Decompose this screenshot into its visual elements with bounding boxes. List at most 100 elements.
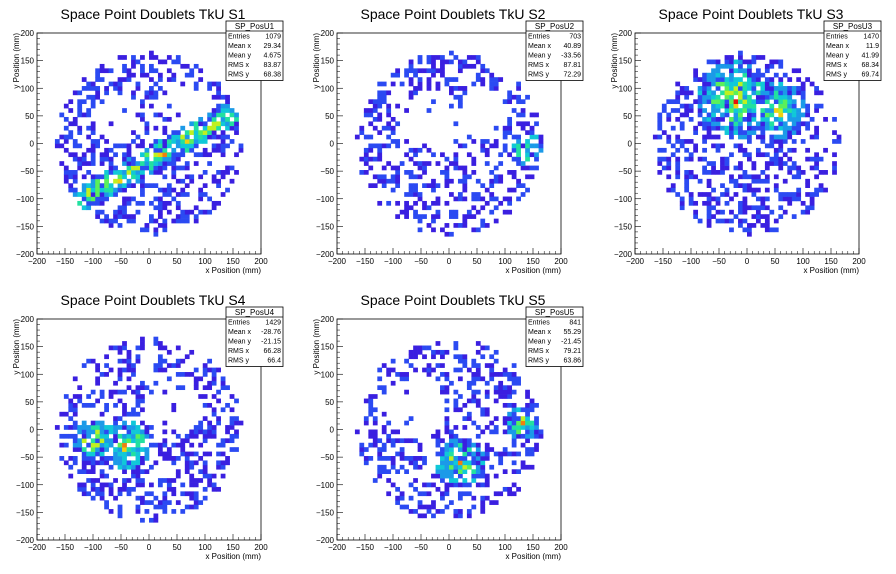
histogram-bin (77, 429, 83, 435)
histogram-bin (702, 165, 707, 171)
histogram-bin (475, 460, 481, 466)
histogram-bin (162, 429, 168, 435)
histogram-bin (381, 429, 387, 435)
histogram-bin (431, 63, 436, 69)
histogram-bin (225, 134, 230, 140)
histogram-bin (220, 94, 226, 100)
histogram-bin (202, 495, 208, 501)
histogram-bin (162, 116, 168, 122)
histogram-bin (426, 372, 432, 377)
histogram-bin (216, 143, 221, 149)
histogram-bin (404, 389, 409, 395)
y-tick-label: 0 (30, 426, 35, 435)
histogram-bin (216, 125, 221, 131)
histogram-bin (131, 438, 136, 444)
histogram-bin (471, 504, 477, 510)
histogram-bin (529, 152, 535, 158)
histogram-bin (773, 72, 779, 78)
histogram-bin (729, 86, 734, 91)
y-tick-label: 100 (21, 84, 35, 93)
histogram-bin (755, 94, 761, 100)
histogram-bin (809, 196, 815, 202)
histogram-bin (162, 504, 168, 510)
histogram-bin (444, 473, 450, 479)
histogram-bin (800, 112, 806, 118)
histogram-bin (381, 143, 387, 149)
histogram-bin (162, 165, 168, 171)
histogram-bin (435, 196, 441, 202)
histogram-bin (171, 77, 177, 82)
x-tick-label: 150 (226, 257, 240, 266)
histogram-bin (234, 420, 239, 426)
histogram-bin (95, 398, 101, 404)
x-tick-label: 0 (147, 543, 152, 552)
histogram-bin (193, 152, 199, 158)
histogram-bin (462, 438, 468, 444)
histogram-bin (216, 121, 221, 127)
histogram-bin (729, 63, 734, 69)
histogram-bin (144, 94, 150, 100)
histogram-bin (122, 478, 127, 483)
histogram-bin (408, 174, 414, 180)
histogram-bin (135, 81, 141, 87)
histogram-bin (493, 218, 499, 224)
histogram-bin (108, 509, 114, 514)
histogram-bin (742, 147, 748, 153)
histogram-bin (99, 451, 105, 457)
histogram-bin (711, 121, 716, 127)
histogram-bin (166, 456, 172, 461)
histogram-bin (144, 90, 150, 96)
histogram-bin (198, 139, 204, 144)
histogram-bin (211, 380, 217, 386)
histogram-bin (207, 81, 213, 87)
histogram-bin (507, 394, 513, 399)
histogram-bin (149, 55, 154, 60)
histogram-bin (193, 491, 199, 497)
histogram-bin (153, 68, 159, 74)
histogram-bin (417, 504, 423, 510)
histogram-bin (778, 156, 784, 162)
histogram-bin (135, 174, 141, 180)
histogram-bin (480, 218, 486, 224)
histogram-bin (216, 442, 221, 448)
histogram-bin (363, 460, 369, 466)
histogram-bin (162, 495, 168, 501)
chart-title: Space Point Doublets TkU S1 (61, 6, 246, 22)
histogram-bin (534, 433, 539, 439)
histogram-bin (189, 464, 195, 470)
histogram-bin (747, 59, 752, 65)
histogram-bin (449, 209, 454, 215)
histogram-bin (131, 433, 136, 439)
histogram-bin (697, 108, 703, 113)
histogram-bin (711, 112, 716, 118)
histogram-bin (108, 121, 114, 127)
histogram-bin (135, 460, 141, 466)
histogram-bin (386, 125, 392, 131)
histogram-bin (814, 108, 819, 113)
histogram-bin (471, 363, 477, 368)
histogram-bin (216, 486, 221, 492)
histogram-bin (90, 358, 96, 364)
histogram-bin (198, 469, 204, 474)
histogram-bin (225, 460, 230, 466)
histogram-bin (516, 486, 521, 492)
histogram-bin (135, 456, 141, 461)
histogram-bin (72, 156, 78, 162)
histogram-bin (381, 385, 387, 391)
histogram-bin (99, 482, 105, 488)
histogram-bin (466, 442, 472, 448)
histogram-bin (86, 147, 92, 153)
histogram-bin (666, 156, 672, 162)
histogram-bin (68, 416, 74, 421)
histogram-bin (702, 90, 707, 96)
histogram-bin (422, 68, 427, 74)
histogram-bin (444, 385, 450, 391)
histogram-bin (202, 209, 208, 215)
histogram-bin (534, 134, 539, 140)
histogram-bin (63, 442, 69, 448)
histogram-bin (796, 187, 802, 193)
histogram-bin (113, 81, 118, 87)
histogram-bin (157, 341, 163, 346)
histogram-bin (157, 345, 163, 351)
y-axis-label: y Position (mm) (12, 319, 21, 375)
